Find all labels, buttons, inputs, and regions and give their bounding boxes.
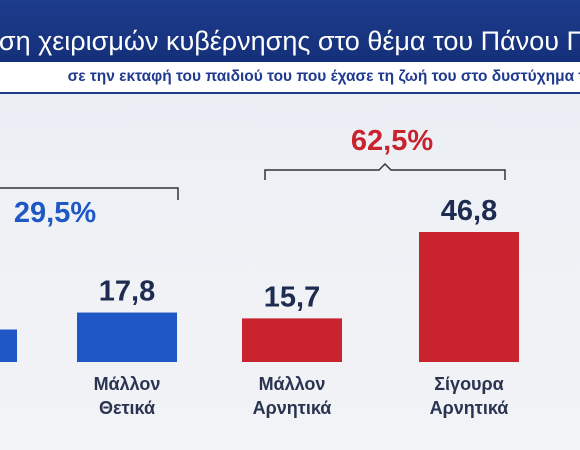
category-label-3-1: Αρνητικά <box>430 398 509 418</box>
category-label-2-0: Μάλλον <box>259 374 326 394</box>
header-bar <box>0 0 580 62</box>
title-clip: γηση χειρισμών κυβέρνησης στο θέμα του Π… <box>0 0 580 62</box>
group-total-label-0: 29,5% <box>14 197 96 229</box>
bar-1 <box>77 312 177 362</box>
category-label-1-1: Θετικά <box>99 398 155 418</box>
category-label-1-0: Μάλλον <box>94 374 161 394</box>
subtitle-box: σε την εκταφή του παιδιού του που έχασε … <box>0 62 580 94</box>
value-label-1: 17,8 <box>99 276 155 308</box>
bar-2 <box>242 318 342 362</box>
value-label-2: 15,7 <box>264 281 320 313</box>
category-label-3-0: Σίγουρα <box>434 374 504 394</box>
value-label-3: 46,8 <box>441 195 497 227</box>
chart-subtitle: σε την εκταφή του παιδιού του που έχασε … <box>67 68 580 85</box>
bar-0 <box>0 329 17 362</box>
chart-title: γηση χειρισμών κυβέρνησης στο θέμα του Π… <box>0 26 580 56</box>
bar-3 <box>419 232 519 362</box>
group-bracket-0 <box>0 187 179 200</box>
category-label-2-1: Αρνητικά <box>253 398 332 418</box>
group-total-label-1: 62,5% <box>351 125 433 157</box>
group-bracket-1 <box>264 162 506 180</box>
